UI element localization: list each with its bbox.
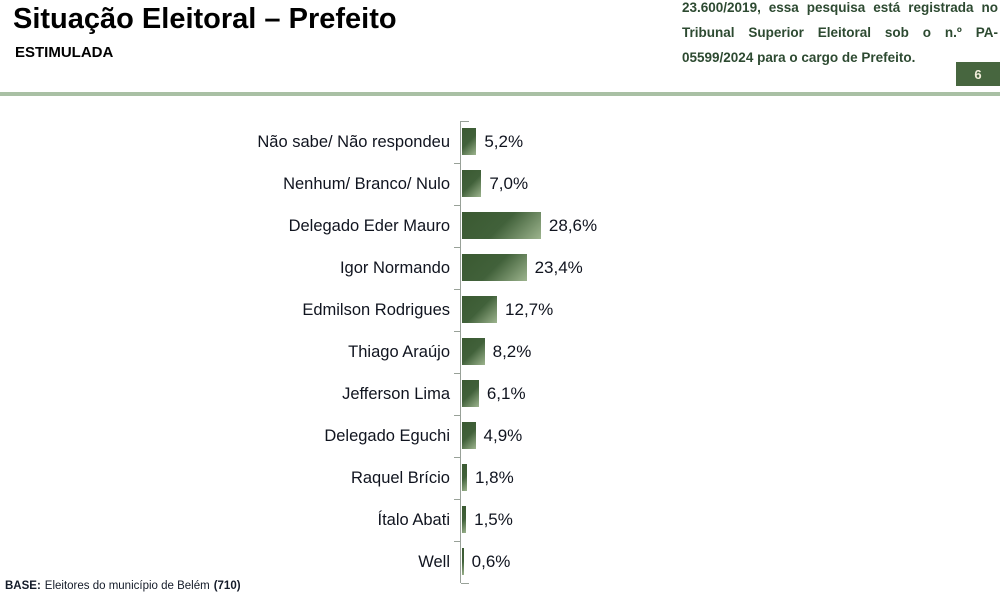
category-label: Thiago Araújo bbox=[348, 343, 450, 361]
axis-tick bbox=[454, 247, 460, 248]
chart-row: Delegado Eder Mauro 28,6% bbox=[0, 205, 1000, 247]
value-label: 8,2% bbox=[492, 342, 532, 361]
page-number-badge: 6 bbox=[956, 62, 1000, 86]
chart-row: Nenhum/ Branco/ Nulo 7,0% bbox=[0, 163, 1000, 205]
category-label: Well bbox=[418, 553, 450, 571]
chart-row: Ítalo Abati 1,5% bbox=[0, 499, 1000, 541]
bar bbox=[462, 338, 485, 365]
value-label: 6,1% bbox=[486, 384, 526, 403]
value-label: 0,6% bbox=[471, 552, 511, 571]
category-label: Nenhum/ Branco/ Nulo bbox=[283, 175, 450, 193]
axis-tick bbox=[454, 163, 460, 164]
chart-row: Thiago Araújo 8,2% bbox=[0, 331, 1000, 373]
bar bbox=[462, 380, 479, 407]
value-label: 12,7% bbox=[505, 300, 554, 319]
value-label: 1,5% bbox=[474, 510, 513, 529]
category-label: Jefferson Lima bbox=[342, 385, 450, 403]
axis-endcap bbox=[461, 583, 469, 584]
bar-chart: Não sabe/ Não respondeu 5,2% Nenhum/ Bra… bbox=[0, 121, 1000, 584]
chart-row: Raquel Brício 1,8% bbox=[0, 457, 1000, 499]
chart-row: Jefferson Lima 6,1% bbox=[0, 373, 1000, 415]
bar bbox=[462, 254, 527, 281]
value-label: 5,2% bbox=[484, 132, 524, 151]
category-label: Ítalo Abati bbox=[377, 511, 450, 529]
bar bbox=[462, 128, 477, 155]
category-axis-line bbox=[460, 121, 461, 583]
divider-line bbox=[0, 92, 1000, 96]
registration-note: 23.600/2019, essa pesquisa está registra… bbox=[682, 0, 998, 65]
bar bbox=[462, 296, 498, 323]
page-number: 6 bbox=[974, 66, 982, 82]
axis-tick bbox=[454, 415, 460, 416]
value-label: 4,9% bbox=[483, 426, 523, 445]
value-label: 28,6% bbox=[548, 216, 598, 235]
axis-tick bbox=[454, 289, 460, 290]
chart-row: Igor Normando 23,4% bbox=[0, 247, 1000, 289]
bar bbox=[462, 464, 467, 491]
category-label: Delegado Eder Mauro bbox=[288, 217, 450, 235]
bar bbox=[462, 212, 541, 239]
base-count: (710) bbox=[213, 580, 241, 592]
axis-tick bbox=[454, 331, 460, 332]
bar bbox=[462, 170, 482, 197]
category-label: Não sabe/ Não respondeu bbox=[257, 133, 450, 151]
chart-row: Well 0,6% bbox=[0, 541, 1000, 583]
bar bbox=[462, 506, 467, 533]
base-text: Eleitores do município de Belém bbox=[44, 580, 210, 592]
page-subtitle: ESTIMULADA bbox=[15, 44, 114, 61]
page-title: Situação Eleitoral – Prefeito bbox=[13, 3, 397, 35]
value-label: 23,4% bbox=[534, 258, 583, 277]
base-label: BASE: bbox=[5, 580, 41, 592]
axis-endcap bbox=[461, 121, 469, 122]
base-note: BASE: Eleitores do município de Belém (7… bbox=[5, 580, 241, 592]
axis-tick bbox=[454, 499, 460, 500]
axis-tick bbox=[454, 541, 460, 542]
value-label: 1,8% bbox=[474, 468, 514, 487]
axis-tick bbox=[454, 373, 460, 374]
chart-row: Não sabe/ Não respondeu 5,2% bbox=[0, 121, 1000, 163]
category-label: Igor Normando bbox=[339, 259, 450, 277]
bar bbox=[462, 548, 464, 575]
bar bbox=[462, 422, 476, 449]
category-label: Delegado Eguchi bbox=[324, 427, 450, 445]
chart-row: Delegado Eguchi 4,9% bbox=[0, 415, 1000, 457]
category-label: Raquel Brício bbox=[350, 469, 450, 487]
axis-tick bbox=[454, 457, 460, 458]
axis-tick bbox=[454, 205, 460, 206]
chart-row: Edmilson Rodrigues 12,7% bbox=[0, 289, 1000, 331]
value-label: 7,0% bbox=[489, 174, 529, 193]
category-label: Edmilson Rodrigues bbox=[302, 301, 450, 319]
